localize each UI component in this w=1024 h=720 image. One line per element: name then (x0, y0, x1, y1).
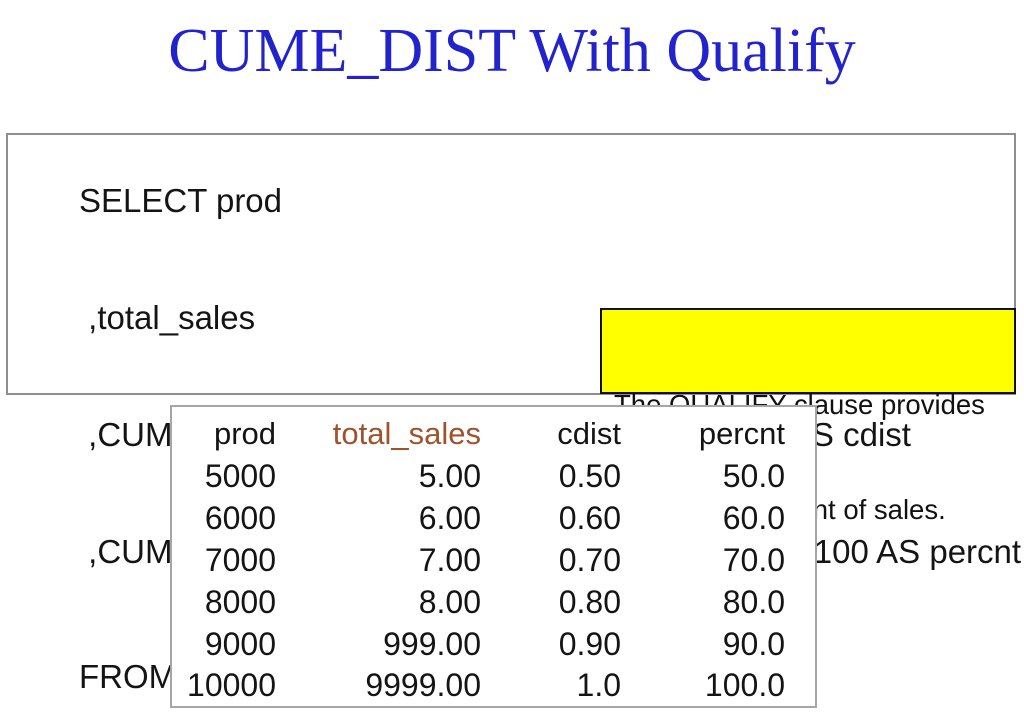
column-header-cdist: cdist (557, 416, 621, 451)
qualify-callout: The QUALIFY clause provides the top 50 p… (600, 308, 1016, 525)
table-cell: 7000 (204, 541, 276, 578)
table-cell: 5000 (204, 457, 276, 494)
code-line-select: SELECT prod (24, 142, 1014, 259)
table-row: 6000 6.00 0.60 60.0 (171, 497, 816, 539)
code-text: SELECT prod (79, 182, 283, 219)
table-cell: 6.00 (418, 499, 481, 536)
result-table: prod total_sales cdist percnt 5000 5.00 … (170, 405, 817, 708)
table-cell: 0.60 (558, 499, 621, 536)
column-header-total-sales: total_sales (332, 416, 481, 451)
table-cell: 50.0 (722, 457, 785, 494)
table-cell: 0.70 (558, 541, 621, 578)
table-cell: 9000 (204, 625, 276, 662)
table-cell: 70.0 (722, 541, 785, 578)
table-cell: 5.00 (418, 457, 481, 494)
table-cell: 60.0 (722, 499, 785, 536)
table-row: 10000 9999.00 1.0 100.0 (171, 665, 816, 707)
slide-title: CUME_DIST With Qualify (168, 17, 856, 85)
result-table-header: prod total_sales cdist percnt (171, 406, 816, 455)
table-row: 5000 5.00 0.50 50.0 (171, 455, 816, 497)
table-row: 7000 7.00 0.70 70.0 (171, 539, 816, 581)
table-cell: 999.00 (383, 625, 481, 662)
table-cell: 1.0 (576, 667, 621, 703)
table-cell: 80.0 (722, 583, 785, 620)
table-cell: 7.00 (418, 541, 481, 578)
result-table-body: 5000 5.00 0.50 50.0 6000 6.00 0.60 60.0 … (171, 455, 816, 707)
table-cell: 6000 (204, 499, 276, 536)
table-cell: 100.0 (704, 667, 785, 703)
table-row: 8000 8.00 0.80 80.0 (171, 581, 816, 623)
table-cell: 0.90 (558, 625, 621, 662)
column-header-prod: prod (213, 416, 276, 451)
table-cell: 8000 (204, 583, 276, 620)
column-header-percnt: percnt (698, 416, 785, 451)
table-header-row: prod total_sales cdist percnt (171, 406, 816, 455)
table-cell: 0.80 (558, 583, 621, 620)
code-line-total-sales: ,total_sales (24, 259, 1014, 376)
table-cell: 9999.00 (365, 667, 481, 703)
code-text: ,total_sales (79, 299, 256, 336)
table-cell: 90.0 (722, 625, 785, 662)
table-row: 9000 999.00 0.90 90.0 (171, 623, 816, 665)
table-cell: 0.50 (558, 457, 621, 494)
table-cell: 8.00 (418, 583, 481, 620)
table-cell: 10000 (187, 667, 276, 703)
